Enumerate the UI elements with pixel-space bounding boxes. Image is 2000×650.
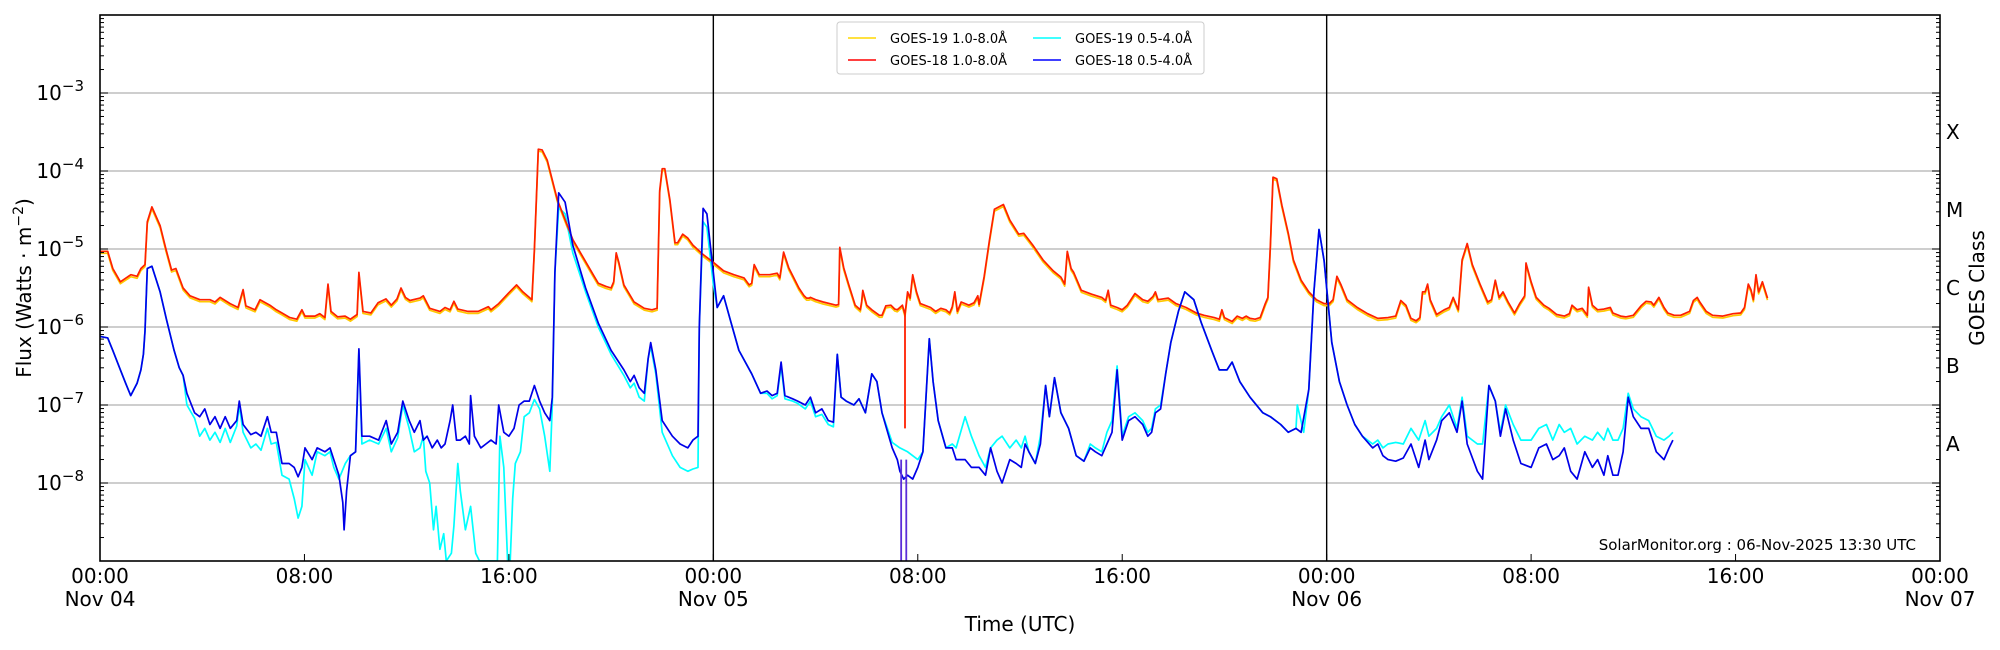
- y-axis-label-main: Flux (Watts · m: [12, 227, 36, 378]
- y-tick-exponent: −3: [62, 77, 84, 95]
- y-tick-exponent: −6: [62, 311, 84, 329]
- goes-class-label-a: A: [1946, 432, 1960, 456]
- x-tick-date-label: Nov 07: [1905, 587, 1976, 611]
- y-tick-exponent: −7: [62, 389, 84, 407]
- x-tick-date-label: Nov 06: [1291, 587, 1362, 611]
- plot-frame: [99, 14, 1941, 562]
- x-tick-time-label: 00:00: [1298, 564, 1356, 588]
- x-tick-time-label: 16:00: [480, 564, 538, 588]
- y-tick-label: 10−6: [36, 311, 84, 339]
- goes-class-label-b: B: [1946, 354, 1960, 378]
- series-goes-18-0-5-4-0: [100, 191, 1674, 531]
- x-tick-time-label: 00:00: [685, 564, 743, 588]
- y-axis-label: Flux (Watts · m−2): [11, 198, 36, 378]
- legend-label: GOES-19 0.5-4.0Å: [1075, 31, 1192, 47]
- series-goes-18-1-0-8-0: [100, 148, 1769, 323]
- legend-label: GOES-18 1.0-8.0Å: [890, 53, 1007, 69]
- x-axis-label: Time (UTC): [964, 612, 1076, 636]
- series-goes-19-0-5-4-0: [100, 206, 1674, 561]
- horizontal-gridlines: [100, 92, 1940, 484]
- y-tick-exponent: −4: [62, 155, 84, 173]
- goes-class-labels: X M C B A: [1946, 120, 1963, 456]
- solarmonitor-watermark: SolarMonitor.org : 06-Nov-2025 13:30 UTC: [1599, 536, 1916, 554]
- legend-label: GOES-19 1.0-8.0Å: [890, 31, 1007, 47]
- x-tick-time-label: 16:00: [1707, 564, 1765, 588]
- flux-series-layer: [100, 148, 1769, 561]
- legend-box: [836, 21, 1205, 75]
- series-group: [100, 148, 1769, 561]
- y-tick-exponent: −5: [62, 233, 84, 251]
- y-tick-base: 10: [36, 471, 61, 495]
- y-tick-base: 10: [36, 159, 61, 183]
- x-tick-time-label: 08:00: [276, 564, 334, 588]
- x-tick-date-label: Nov 04: [65, 587, 136, 611]
- goes-class-label-c: C: [1946, 276, 1960, 300]
- x-tick-time-label: 00:00: [1911, 564, 1969, 588]
- x-tick-time-label: 08:00: [1502, 564, 1560, 588]
- y-tick-label: 10−3: [36, 77, 84, 105]
- x-tick-date-label: Nov 05: [678, 587, 749, 611]
- x-tick-time-label: 00:00: [71, 564, 129, 588]
- goes-class-label-m: M: [1946, 198, 1963, 222]
- legend: GOES-19 1.0-8.0Å GOES-18 1.0-8.0Å GOES-19 …: [836, 21, 1205, 75]
- y-tick-base: 10: [36, 237, 61, 261]
- x-tick-time-label: 08:00: [889, 564, 947, 588]
- y-axis-ticks: 10−310−410−510−610−710−8: [36, 18, 1940, 562]
- goes-class-label-x: X: [1946, 120, 1960, 144]
- goes-class-axis-label: GOES Class: [1965, 230, 1989, 346]
- y-tick-base: 10: [36, 393, 61, 417]
- y-tick-base: 10: [36, 81, 61, 105]
- y-tick-label: 10−8: [36, 467, 84, 495]
- y-tick-base: 10: [36, 315, 61, 339]
- y-tick-label: 10−4: [36, 155, 84, 183]
- y-tick-label: 10−5: [36, 233, 84, 261]
- legend-label: GOES-18 0.5-4.0Å: [1075, 53, 1192, 69]
- y-tick-exponent: −8: [62, 467, 84, 485]
- y-tick-label: 10−7: [36, 389, 84, 417]
- y-axis-label-close: ): [12, 198, 36, 206]
- x-tick-time-label: 16:00: [1093, 564, 1151, 588]
- y-axis-label-exponent: −2: [11, 206, 27, 227]
